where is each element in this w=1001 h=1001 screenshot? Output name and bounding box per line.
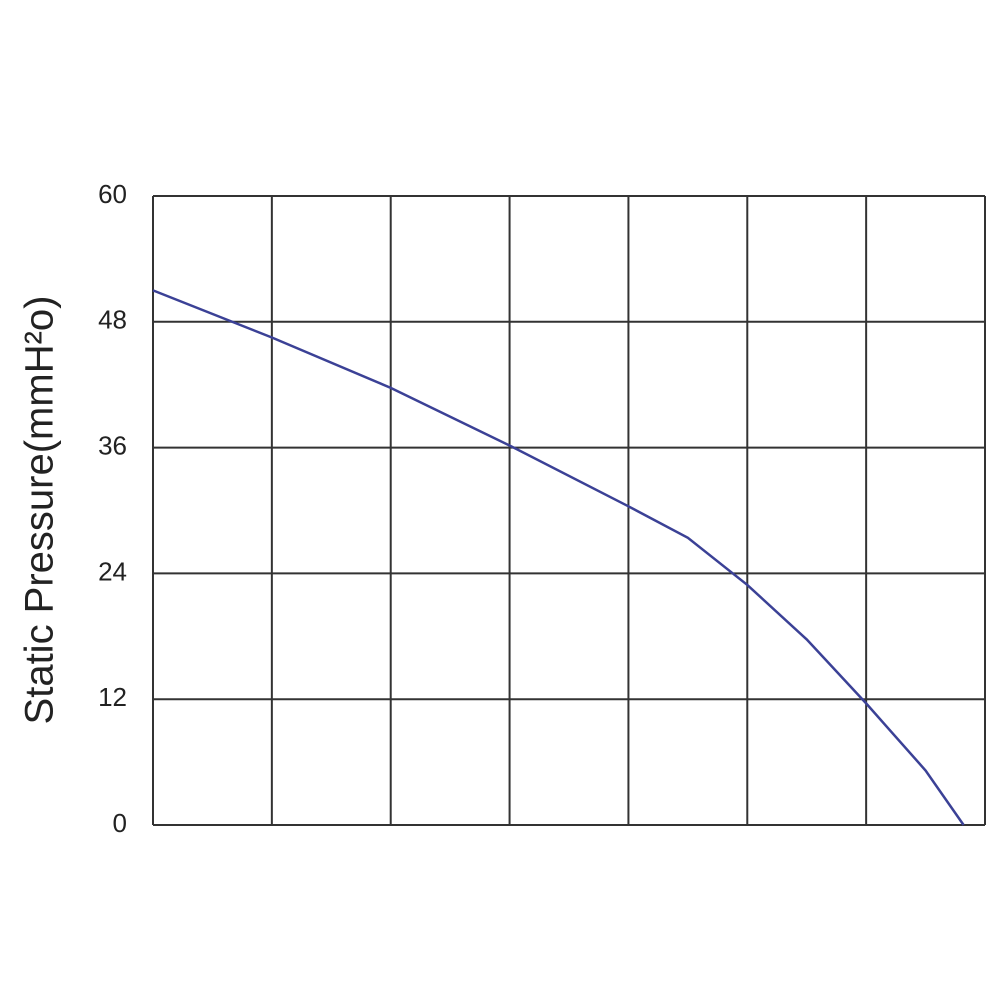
y-tick-label: 36 xyxy=(98,430,127,460)
data-line xyxy=(152,289,965,826)
y-tick-label: 0 xyxy=(113,808,127,838)
y-axis-label: Static Pressure(mmH²o) xyxy=(18,296,62,725)
y-tick-label: 60 xyxy=(98,179,127,209)
y-tick-label: 24 xyxy=(98,556,127,586)
y-tick-label: 12 xyxy=(98,682,127,712)
y-tick-label: 48 xyxy=(98,305,127,335)
